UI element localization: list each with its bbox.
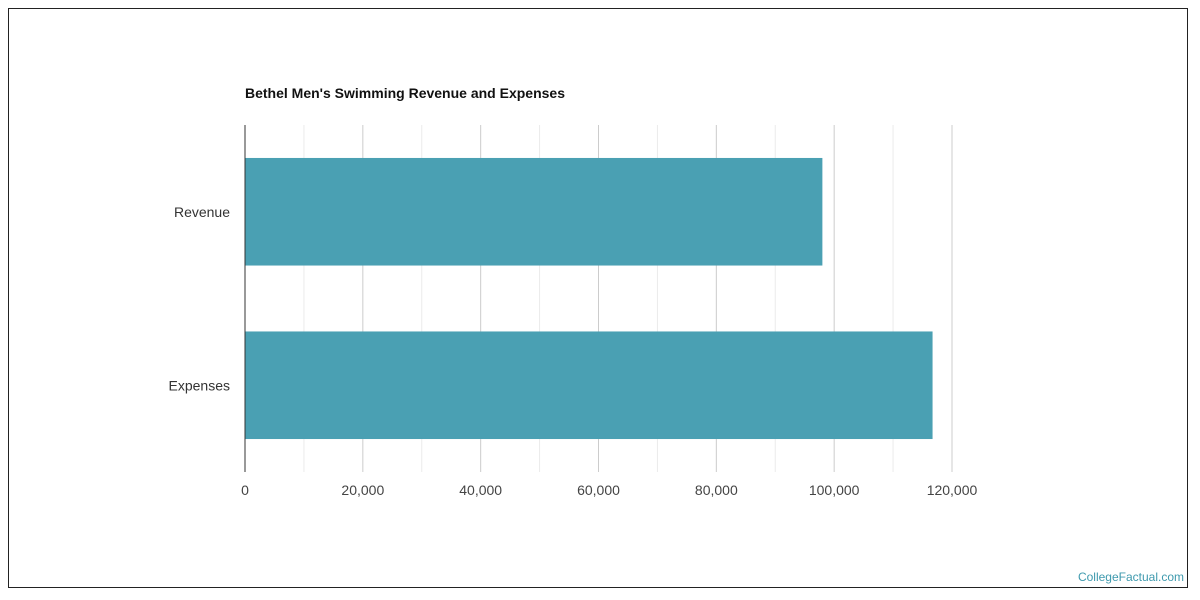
x-tick-label: 20,000	[341, 482, 384, 498]
x-tick-label: 0	[241, 482, 249, 498]
category-label: Revenue	[174, 204, 230, 220]
bar-revenue	[245, 157, 823, 266]
source-credit[interactable]: CollegeFactual.com	[1077, 570, 1184, 584]
x-tick-label: 120,000	[927, 482, 978, 498]
x-tick-label: 40,000	[459, 482, 502, 498]
x-tick-label: 60,000	[577, 482, 620, 498]
labels: 0 20,000 40,000 60,000 80,000 100,000 120,000 R…	[169, 204, 978, 498]
chart-frame	[8, 8, 1188, 588]
bar-expenses	[245, 331, 933, 440]
x-tick-label: 100,000	[809, 482, 860, 498]
bars	[245, 157, 933, 440]
chart-title: Bethel Men's Swimming Revenue and Expens…	[245, 85, 565, 101]
x-tick-label: 80,000	[695, 482, 738, 498]
category-label: Expenses	[169, 377, 230, 393]
